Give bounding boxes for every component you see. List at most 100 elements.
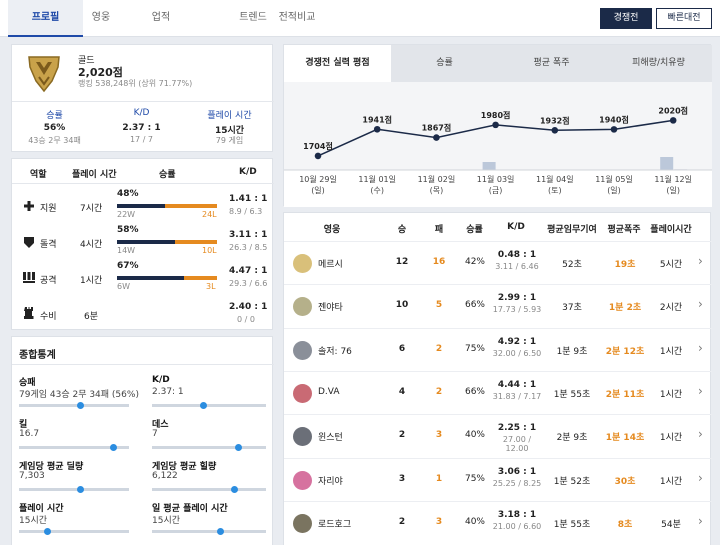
x-tick-day: (일)	[311, 186, 325, 195]
chevron-right-icon[interactable]: ›	[698, 470, 703, 485]
divider	[12, 364, 274, 365]
hero-row[interactable]: 메르시 12 16 42% 0.48 : 1 3.11 / 6.46 52초 19초 5시간 ›	[284, 241, 712, 284]
tab-compare[interactable]: 전적비교	[278, 12, 316, 23]
hero-objective: 52초	[562, 260, 582, 270]
role-kd: 1.41 : 1	[229, 194, 268, 204]
col-wins: 승	[397, 225, 407, 235]
x-tick-day: (토)	[548, 186, 562, 195]
damage-icon	[23, 272, 35, 283]
role-losses: 10L	[202, 246, 217, 255]
dva-icon	[293, 383, 312, 403]
overall-stat-value: 15시간	[19, 516, 48, 526]
x-tick-day: (일)	[666, 186, 680, 195]
role-name: 공격	[40, 276, 57, 286]
slider-marker	[76, 486, 84, 493]
x-tick-day: (금)	[489, 186, 503, 195]
tab-achievements[interactable]: 업적	[151, 12, 171, 23]
hero-row[interactable]: 젠야타 10 5 66% 2.99 : 1 17.73 / 5.93 37초 1분 2초 2시간…	[284, 284, 712, 327]
overall-stat-label: 플레이 시간	[19, 504, 64, 514]
hero-kd-sub: 32.00 / 6.50	[492, 348, 542, 358]
hero-row[interactable]: 윈스턴 2 3 40% 2.25 : 1 27.00 / 12.00 2분 9초 1분 14초…	[284, 414, 712, 457]
hero-kd-sub: 27.00 / 12.00	[502, 435, 532, 454]
hero-kd: 3.18 : 1	[497, 509, 537, 520]
rank-panel: 골드 2,020점 랭킹 538,248위 (상위 71.77%) 승률 56%…	[11, 44, 274, 152]
hero-playtime: 1시간	[659, 389, 683, 400]
x-tick-date: 11월 02일	[418, 174, 456, 184]
chart-tab-rating[interactable]: 경쟁전 실력 평점	[284, 45, 391, 82]
role-kd-sub: 0 / 0	[237, 315, 255, 324]
quickplay-mode-button[interactable]: 빠른대전	[656, 8, 712, 29]
rating-point	[433, 134, 440, 141]
x-tick-date: 10월 29일	[299, 174, 337, 184]
rating-point	[373, 125, 381, 133]
tab-profile[interactable]: 프로필	[8, 0, 83, 37]
chart-axis-area	[284, 170, 712, 207]
role-wins: 22W	[117, 210, 136, 219]
hero-row[interactable]: 로드호그 2 3 40% 3.18 : 1 21.00 / 6.60 1분 55초 8초 54분…	[284, 500, 712, 544]
hero-playtime: 1시간	[659, 433, 683, 444]
role-winrate: 48%	[117, 189, 139, 199]
competitive-mode-button[interactable]: 경쟁전	[600, 8, 652, 29]
rating-point-label: 1932점	[540, 115, 570, 125]
hero-row[interactable]: 솔저: 76 6 2 75% 4.92 : 1 32.00 / 6.50 1분 9초 2분 1…	[284, 327, 712, 371]
overall-stat-label: 킬	[19, 420, 28, 430]
hero-wins: 3	[398, 473, 406, 484]
hero-playtime: 1시간	[659, 346, 683, 357]
overall-stat-slider	[19, 486, 129, 493]
slider-marker	[109, 444, 117, 451]
col-losses: 패	[434, 225, 444, 235]
overall-stat-label: 승패	[19, 378, 36, 388]
chevron-right-icon[interactable]: ›	[698, 383, 703, 398]
kd-label: K/D	[133, 108, 150, 118]
chevron-right-icon[interactable]: ›	[698, 513, 703, 528]
chart-tab-damage[interactable]: 피해량/치유량	[605, 45, 712, 82]
rating-point-label: 1867점	[422, 123, 452, 133]
hero-onfire: 8초	[617, 519, 633, 530]
gold-rank-icon	[24, 53, 64, 93]
rank-tier: 골드	[78, 56, 95, 66]
hero-name: 자리야	[318, 476, 343, 487]
hero-kd-sub: 3.11 / 6.46	[495, 262, 539, 271]
hero-objective: 1분 55초	[553, 519, 591, 530]
chart-tab-fire[interactable]: 평균 폭주	[498, 45, 605, 82]
hero-name: D.VA	[318, 386, 340, 397]
chevron-right-icon[interactable]: ›	[698, 297, 703, 312]
x-tick-day: (목)	[430, 186, 444, 195]
overall-stat-slider	[19, 444, 129, 451]
hero-row[interactable]: 자리야 3 1 75% 3.06 : 1 25.25 / 8.25 1분 52초 30초 1시간…	[284, 457, 712, 501]
role-time: 7시간	[80, 204, 103, 214]
rating-point	[551, 126, 559, 134]
chevron-right-icon[interactable]: ›	[698, 340, 703, 355]
role-time: 6분	[84, 312, 99, 322]
hero-losses: 3	[435, 430, 443, 441]
tab-heroes[interactable]: 영웅	[91, 12, 111, 23]
col-hero: 영웅	[323, 225, 341, 235]
overall-stat-slider	[152, 486, 266, 493]
hero-kd-sub: 31.83 / 7.17	[492, 391, 542, 401]
overall-stat-value: 7,303	[19, 471, 45, 481]
chevron-right-icon[interactable]: ›	[698, 254, 703, 268]
hero-name: 로드호그	[318, 519, 352, 530]
role-winrate-bar	[117, 276, 217, 280]
hero-onfire: 2분 12초	[605, 346, 645, 357]
rating-point	[314, 152, 322, 160]
hero-row[interactable]: D.VA 4 2 66% 4.44 : 1 31.83 / 7.17 1분 55초 2분 11…	[284, 370, 712, 414]
hero-kd: 3.06 : 1	[497, 466, 537, 477]
tab-trends[interactable]: 트렌드	[239, 12, 267, 23]
hero-kd: 2.25 : 1	[497, 423, 537, 434]
chart-tab-winrate[interactable]: 승률	[391, 45, 498, 82]
rating-point	[492, 121, 499, 129]
role-time: 1시간	[80, 276, 103, 286]
rating-point-label: 1980점	[481, 110, 511, 120]
chevron-right-icon[interactable]: ›	[698, 427, 703, 442]
hero-kd: 4.92 : 1	[497, 336, 537, 347]
hero-losses: 16	[432, 257, 446, 267]
col-winrate: 승률	[466, 225, 483, 235]
role-header-role: 역할	[30, 170, 47, 180]
slider-marker	[43, 528, 51, 535]
tank-icon	[24, 237, 34, 248]
role-winrate-bar	[117, 204, 217, 208]
hero-onfire: 2분 11초	[605, 389, 645, 400]
rating-point-label: 1940점	[599, 114, 629, 124]
